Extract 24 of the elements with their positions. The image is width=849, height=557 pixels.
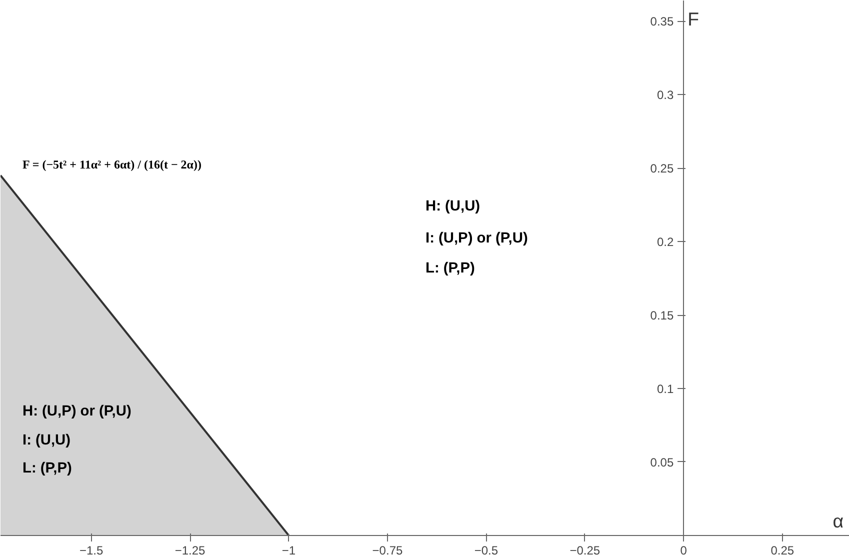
y-tick-label: 0.15 — [650, 308, 674, 323]
annotation: H: (U,P) or (P,U) — [22, 404, 132, 420]
y-tick-label: 0.2 — [656, 235, 674, 250]
y-tick-label: 0.3 — [656, 88, 674, 102]
y-tick-label: 0.05 — [650, 455, 674, 470]
x-tick-label: −1 — [282, 543, 296, 557]
annotation: L: (P,P) — [22, 460, 72, 476]
x-tick-label: 0.25 — [770, 543, 794, 557]
x-axis-title: α — [832, 510, 844, 532]
annotation: I: (U,U) — [22, 432, 71, 448]
x-tick-label: −1.5 — [79, 543, 104, 557]
y-tick-label: 0.35 — [650, 14, 674, 29]
x-tick-label: −1.25 — [174, 543, 206, 557]
annotation: I: (U,P) or (P,U) — [426, 230, 528, 246]
y-axis-title: F — [688, 8, 700, 30]
annotation: L: (P,P) — [426, 260, 476, 276]
x-tick-label: −0.5 — [474, 543, 498, 557]
x-tick-label: 0 — [680, 543, 688, 557]
annotation: F = (−5t² + 11α² + 6αt) / (16(t − 2α)) — [22, 158, 202, 172]
annotation: H: (U,U) — [426, 198, 480, 214]
y-tick-label: 0.25 — [650, 162, 674, 176]
y-tick-label: 0.1 — [656, 382, 674, 396]
x-tick-label: −0.25 — [570, 543, 600, 557]
x-tick-label: −0.75 — [372, 543, 403, 557]
